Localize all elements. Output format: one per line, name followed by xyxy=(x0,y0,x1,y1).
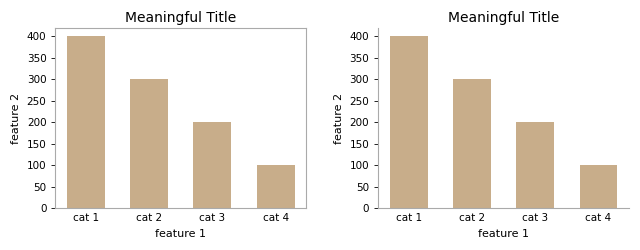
Bar xyxy=(453,79,491,208)
Bar xyxy=(257,166,294,208)
Title: Meaningful Title: Meaningful Title xyxy=(125,11,236,25)
Title: Meaningful Title: Meaningful Title xyxy=(448,11,559,25)
Bar xyxy=(390,36,428,208)
X-axis label: feature 1: feature 1 xyxy=(478,229,529,239)
Bar xyxy=(67,36,105,208)
Bar xyxy=(579,166,618,208)
Bar xyxy=(516,122,554,208)
X-axis label: feature 1: feature 1 xyxy=(156,229,206,239)
Bar xyxy=(130,79,168,208)
Y-axis label: feature 2: feature 2 xyxy=(11,92,21,144)
Y-axis label: feature 2: feature 2 xyxy=(334,92,344,144)
Bar xyxy=(193,122,232,208)
